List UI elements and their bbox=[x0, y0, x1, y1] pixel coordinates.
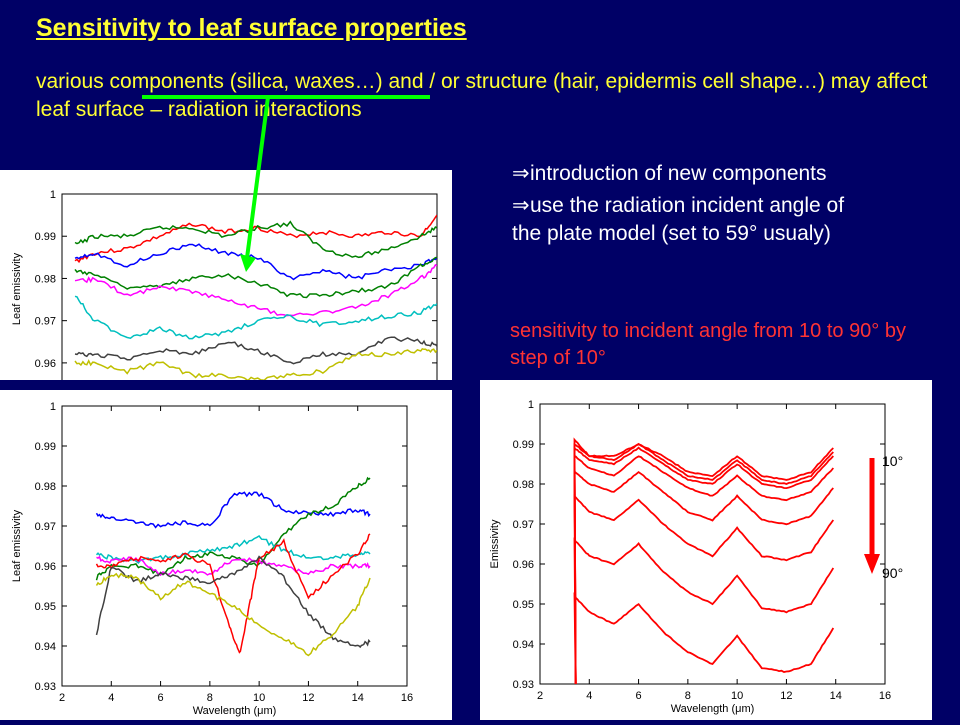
y-tick-label: 0.96 bbox=[513, 559, 534, 571]
series-line bbox=[74, 295, 437, 340]
chart-right: 10° 90° 1 0.99 0.98 0.97 0.96 0.95 0.94 0.932 4 6… bbox=[489, 399, 903, 715]
y-tick-label: 0.99 bbox=[35, 231, 56, 243]
x-tick-label: 10 bbox=[731, 690, 743, 702]
y-tick-label: 1 bbox=[528, 399, 534, 411]
x-tick-label: 16 bbox=[401, 692, 413, 704]
series-line bbox=[95, 533, 371, 654]
series-line bbox=[74, 243, 437, 281]
y-tick-label: 0.95 bbox=[513, 599, 534, 611]
series-line bbox=[573, 446, 834, 684]
slide-title: Sensitivity to leaf surface properties bbox=[36, 14, 467, 42]
chart-panel-right: 10° 90° 1 0.99 0.98 0.97 0.96 0.95 0.94 0.93 2 4 6… bbox=[480, 380, 932, 720]
x-tick-label: 8 bbox=[685, 690, 691, 702]
plot-area bbox=[61, 405, 408, 687]
series-line bbox=[573, 442, 834, 684]
y-tick-label: 0.97 bbox=[513, 519, 534, 531]
y-tick-label: 0.98 bbox=[513, 479, 534, 491]
x-axis-label: Wavelength (μm) bbox=[671, 703, 755, 715]
x-tick-label: 6 bbox=[158, 692, 164, 704]
series-line bbox=[74, 220, 437, 259]
series-line bbox=[573, 437, 834, 684]
series-line bbox=[573, 469, 834, 684]
y-tick-label: 0.93 bbox=[35, 681, 56, 693]
series-line bbox=[74, 214, 437, 264]
y-tick-label: 0.96 bbox=[35, 358, 56, 370]
x-tick-label: 4 bbox=[586, 690, 592, 702]
incident-angle-note: sensitivity to incident angle from 10 to… bbox=[510, 320, 906, 369]
x-tick-label: 14 bbox=[352, 692, 364, 704]
angle-arrow-head-icon bbox=[864, 554, 880, 574]
x-tick-label: 2 bbox=[537, 690, 543, 702]
implies-arrow-icon: ⇒ bbox=[512, 194, 530, 217]
chart-panel-bottom-left: 1 0.99 0.98 0.97 0.96 0.95 0.94 0.93 2 4 6 8 10 12 14 1… bbox=[0, 390, 452, 720]
series-line bbox=[573, 537, 835, 684]
y-axis-label: Leaf emissivity bbox=[11, 252, 23, 325]
y-axis-label: Emissivity bbox=[489, 519, 501, 568]
series-line bbox=[573, 592, 835, 684]
bullet-text: introduction of new components bbox=[530, 162, 827, 185]
series-line bbox=[74, 263, 437, 317]
series-line bbox=[573, 494, 835, 684]
chart-top-left: 1 0.99 0.98 0.97 0.96 Leaf emissivity bbox=[11, 189, 438, 385]
x-tick-label: 4 bbox=[108, 692, 114, 704]
series-line bbox=[74, 256, 437, 299]
y-tick-label: 0.98 bbox=[35, 273, 56, 285]
x-tick-label: 12 bbox=[302, 692, 314, 704]
y-tick-label: 1 bbox=[50, 189, 56, 201]
x-axis-label: Wavelength (μm) bbox=[193, 705, 277, 717]
y-tick-label: 1 bbox=[50, 401, 56, 413]
series-line bbox=[95, 572, 371, 657]
x-tick-label: 8 bbox=[207, 692, 213, 704]
bullet-list: ⇒ introduction of new components ⇒ use t… bbox=[512, 160, 952, 248]
series-line bbox=[96, 555, 371, 577]
y-tick-label: 0.99 bbox=[513, 439, 534, 451]
x-tick-label: 16 bbox=[879, 690, 891, 702]
y-tick-label: 0.99 bbox=[35, 441, 56, 453]
series-line bbox=[95, 476, 371, 581]
y-tick-label: 0.96 bbox=[35, 561, 56, 573]
series-line bbox=[74, 336, 437, 365]
bullet-text: use the radiation incident angle of bbox=[530, 194, 845, 217]
implies-arrow-icon: ⇒ bbox=[512, 162, 530, 185]
bullet-item-1: ⇒ introduction of new components bbox=[512, 160, 952, 188]
angle-label-top: 10° bbox=[882, 453, 903, 469]
bullet-item-2: ⇒ use the radiation incident angle of bbox=[512, 192, 952, 220]
x-tick-label: 12 bbox=[780, 690, 792, 702]
y-axis-label: Leaf emissivity bbox=[11, 509, 23, 582]
x-tick-label: 6 bbox=[636, 690, 642, 702]
y-tick-label: 0.95 bbox=[35, 601, 56, 613]
angle-label-bottom: 90° bbox=[882, 565, 903, 581]
series-line bbox=[95, 535, 371, 564]
plot-area bbox=[539, 403, 886, 685]
y-tick-label: 0.94 bbox=[35, 641, 56, 653]
bullet-continuation: the plate model (set to 59° usualy) bbox=[512, 222, 831, 245]
series-line bbox=[573, 454, 835, 684]
series-line bbox=[74, 348, 437, 382]
chart-panel-top-left: 1 0.99 0.98 0.97 0.96 Leaf emissivity bbox=[0, 170, 452, 385]
y-tick-label: 0.97 bbox=[35, 316, 56, 328]
series-line bbox=[95, 491, 371, 529]
series-line bbox=[95, 555, 371, 649]
y-tick-label: 0.98 bbox=[35, 481, 56, 493]
x-tick-label: 14 bbox=[830, 690, 842, 702]
chart-bottom-left: 1 0.99 0.98 0.97 0.96 0.95 0.94 0.932 4 6 8 10 12 14 1… bbox=[11, 401, 413, 717]
slide-subtitle: various components (silica, waxes…) and … bbox=[36, 70, 928, 121]
y-tick-label: 0.94 bbox=[513, 639, 534, 651]
y-tick-label: 0.93 bbox=[513, 679, 534, 691]
x-tick-label: 10 bbox=[253, 692, 265, 704]
x-tick-label: 2 bbox=[59, 692, 65, 704]
y-tick-label: 0.97 bbox=[35, 521, 56, 533]
